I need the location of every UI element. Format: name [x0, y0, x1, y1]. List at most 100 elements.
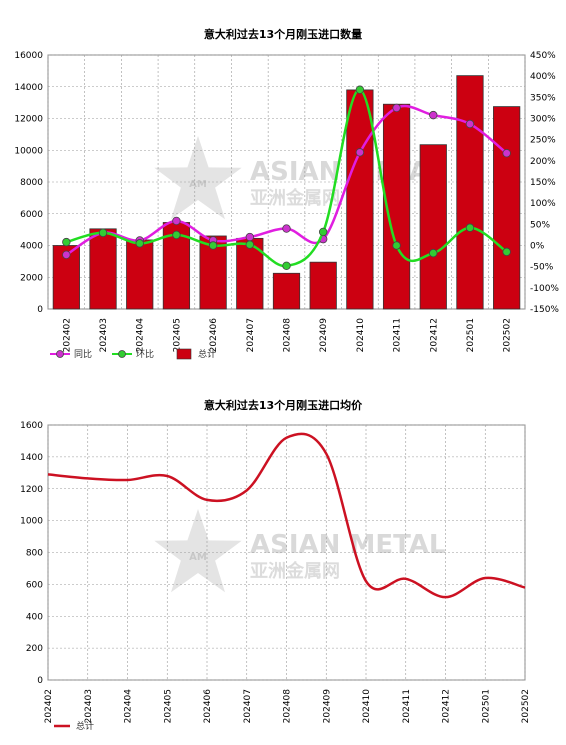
x-tick-label: 202502	[521, 689, 531, 723]
quantity-legend: 同比 环比 总计	[50, 348, 216, 360]
series-point	[62, 237, 71, 247]
price-legend: 总计	[54, 720, 94, 732]
x-tick-label: 202410	[362, 689, 372, 724]
series-point	[465, 119, 475, 129]
x-tick-label: 202404	[124, 689, 134, 724]
y-tick-label: 800	[26, 549, 43, 559]
quantity-chart-title: 意大利过去13个月刚玉进口数量	[204, 27, 362, 41]
x-tick-label: 202405	[172, 318, 182, 352]
y-tick-label: 1400	[20, 453, 43, 463]
y-tick-label: 200	[26, 644, 43, 654]
quantity-bar	[346, 89, 374, 310]
x-tick-label: 202409	[319, 318, 329, 353]
watermark-logo: AM	[189, 552, 207, 563]
y-left-tick-label: 10000	[14, 146, 43, 156]
y-left-tick-label: 14000	[14, 83, 43, 93]
series-point	[245, 240, 255, 249]
y-right-tick-label: 200%	[530, 157, 556, 167]
legend-label: 环比	[136, 348, 154, 360]
x-tick-label: 202403	[99, 318, 109, 352]
watermark-star-icon	[154, 136, 242, 220]
legend-bar-swatch	[176, 348, 192, 360]
legend-label: 总计	[76, 720, 94, 732]
y-right-tick-label: 300%	[530, 115, 556, 125]
quantity-bar	[272, 272, 301, 310]
x-tick-label: 202501	[466, 318, 476, 352]
watermark-logo: AM	[189, 179, 207, 190]
quantity-bar	[309, 261, 337, 310]
y-right-tick-label: 50%	[530, 220, 550, 230]
y-left-tick-label: 12000	[14, 115, 43, 125]
watermark-text-cn: 亚洲金属网	[250, 187, 340, 209]
series-point	[502, 149, 511, 158]
x-tick-label: 202411	[402, 689, 412, 723]
series-point	[502, 247, 511, 257]
quantity-bar	[493, 106, 521, 310]
y-tick-label: 400	[26, 612, 43, 622]
y-right-tick-label: -50%	[530, 263, 554, 273]
series-point	[282, 224, 291, 233]
price-chart-title: 意大利过去13个月刚玉进口均价	[204, 398, 363, 412]
x-tick-label: 202412	[442, 689, 452, 723]
y-tick-label: 1600	[20, 421, 43, 431]
x-tick-label: 202409	[322, 689, 332, 724]
price-lines	[47, 432, 526, 599]
series-point	[392, 103, 401, 113]
y-left-tick-label: 6000	[20, 210, 43, 220]
series-point	[318, 227, 328, 237]
y-left-tick-label: 16000	[14, 51, 43, 61]
series-point	[282, 261, 291, 271]
price-series-line	[47, 432, 526, 599]
watermark-star-icon	[154, 509, 242, 593]
series-point	[355, 85, 365, 94]
y-left-tick-label: 8000	[20, 178, 43, 188]
x-tick-label: 202402	[44, 689, 54, 723]
y-right-tick-label: 100%	[530, 199, 556, 209]
quantity-lines	[62, 85, 511, 271]
x-tick-label: 202407	[243, 689, 253, 723]
series-point	[62, 250, 71, 260]
x-tick-label: 202408	[283, 689, 293, 724]
y-right-tick-label: 0%	[530, 242, 545, 252]
x-tick-label: 202402	[62, 318, 72, 352]
x-tick-label: 202406	[203, 689, 213, 724]
x-tick-label: 202502	[503, 318, 513, 352]
series-point	[245, 232, 255, 242]
y-right-tick-label: -150%	[530, 305, 559, 315]
y-tick-label: 600	[26, 580, 43, 590]
y-right-tick-label: 250%	[530, 136, 556, 146]
watermark-text-cn: 亚洲金属网	[250, 560, 340, 582]
x-tick-label: 202412	[429, 318, 439, 352]
series-point	[172, 230, 181, 240]
y-right-tick-label: 450%	[530, 51, 556, 61]
y-tick-label: 1000	[20, 517, 43, 527]
series-point	[429, 110, 438, 120]
y-left-tick-label: 4000	[20, 242, 43, 252]
quantity-bar	[419, 144, 447, 310]
series-point	[392, 241, 401, 250]
quantity-bar	[456, 75, 484, 310]
y-tick-label: 1200	[20, 485, 43, 495]
series-point	[429, 248, 438, 258]
y-right-tick-label: 400%	[530, 72, 556, 82]
series-point	[465, 223, 475, 232]
x-tick-label: 202407	[246, 318, 256, 352]
quantity-axes: 0 2000 4000 6000 8000 10000 12000 14000 16000 -15…	[14, 51, 559, 352]
x-tick-label: 202406	[209, 318, 219, 353]
series-point	[355, 148, 365, 157]
x-tick-label: 202403	[84, 689, 94, 723]
legend-label: 总计	[198, 348, 216, 360]
y-left-tick-label: 0	[37, 305, 43, 315]
quantity-bar	[89, 228, 117, 310]
watermark-text-en: ASIAN METAL	[250, 530, 446, 560]
y-tick-label: 0	[37, 676, 43, 686]
x-tick-label: 202411	[393, 318, 403, 352]
series-point	[135, 239, 144, 248]
series-point	[172, 216, 181, 226]
y-right-tick-label: 350%	[530, 93, 556, 103]
